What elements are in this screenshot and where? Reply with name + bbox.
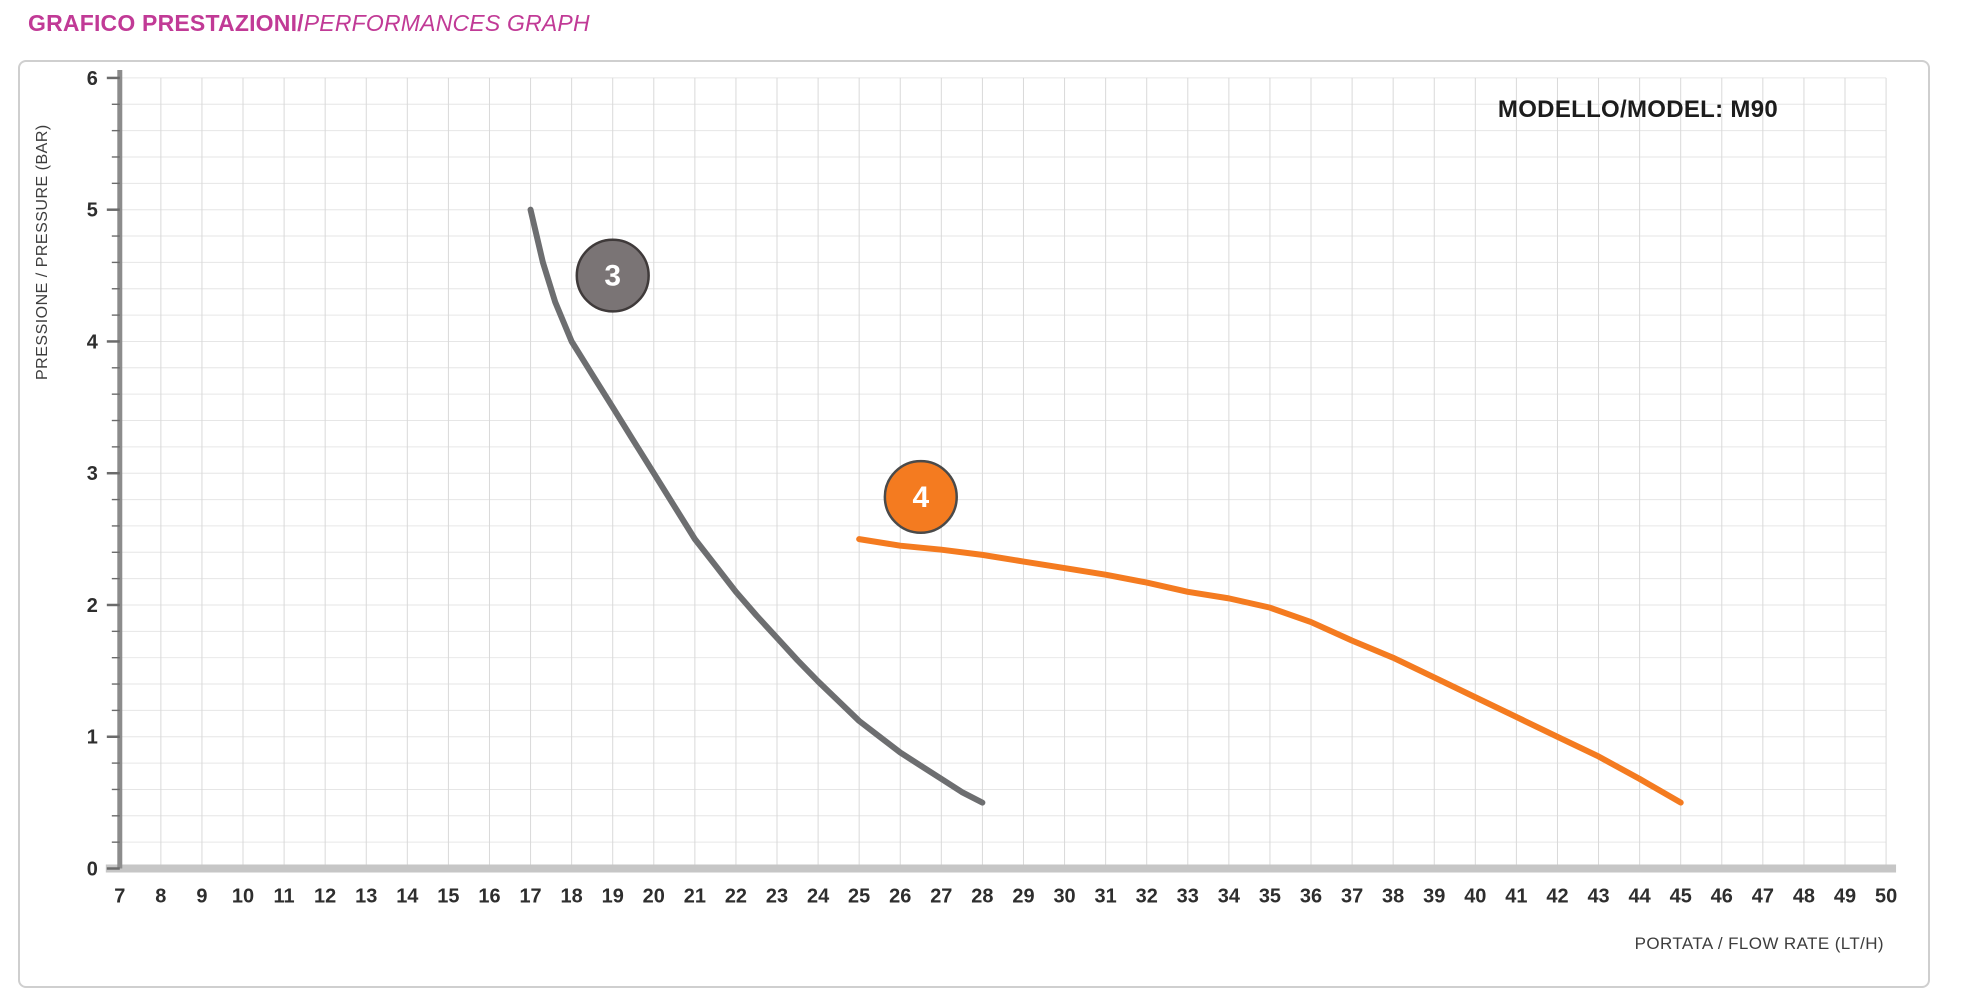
svg-text:9: 9 bbox=[196, 885, 207, 907]
svg-text:3: 3 bbox=[604, 260, 621, 293]
svg-text:16: 16 bbox=[478, 885, 500, 907]
x-axis-label: PORTATA / FLOW RATE (LT/H) bbox=[1634, 934, 1884, 953]
page-title: GRAFICO PRESTAZIONI/PERFORMANCES GRAPH bbox=[28, 10, 590, 37]
svg-text:47: 47 bbox=[1752, 885, 1774, 907]
curve-marker-3 bbox=[575, 238, 650, 313]
svg-text:26: 26 bbox=[889, 885, 911, 907]
svg-text:2: 2 bbox=[87, 595, 98, 617]
svg-text:12: 12 bbox=[314, 885, 336, 907]
svg-text:17: 17 bbox=[519, 885, 541, 907]
page-title-italian: GRAFICO PRESTAZIONI/ bbox=[28, 10, 304, 36]
svg-text:7: 7 bbox=[114, 885, 125, 907]
svg-text:6: 6 bbox=[87, 68, 98, 90]
svg-text:1: 1 bbox=[87, 727, 98, 749]
performance-chart-panel: 0 1 2 3 4 5 6 7 8 9 10 11 12 13 14 15 16 17 18 19 20 21 22 23 24… bbox=[18, 60, 1930, 988]
svg-text:18: 18 bbox=[561, 885, 583, 907]
svg-text:19: 19 bbox=[602, 885, 624, 907]
series-4 bbox=[856, 536, 1684, 806]
svg-text:28: 28 bbox=[971, 885, 993, 907]
svg-text:45: 45 bbox=[1670, 885, 1692, 907]
svg-text:27: 27 bbox=[930, 885, 952, 907]
svg-text:23: 23 bbox=[766, 885, 788, 907]
page-title-english: PERFORMANCES GRAPH bbox=[303, 10, 590, 36]
y-axis-label: PRESSIONE / PRESSURE (BAR) bbox=[34, 124, 51, 380]
svg-text:14: 14 bbox=[396, 885, 418, 907]
svg-text:24: 24 bbox=[807, 885, 829, 907]
svg-text:44: 44 bbox=[1629, 885, 1651, 907]
svg-text:31: 31 bbox=[1095, 885, 1117, 907]
svg-text:46: 46 bbox=[1711, 885, 1733, 907]
svg-text:49: 49 bbox=[1834, 885, 1856, 907]
svg-text:21: 21 bbox=[684, 885, 706, 907]
svg-text:37: 37 bbox=[1341, 885, 1363, 907]
svg-text:42: 42 bbox=[1546, 885, 1568, 907]
curve-marker-4 bbox=[883, 459, 958, 535]
svg-text:11: 11 bbox=[274, 885, 295, 907]
svg-text:34: 34 bbox=[1218, 885, 1240, 907]
series-3 bbox=[527, 206, 986, 806]
svg-text:29: 29 bbox=[1012, 885, 1034, 907]
svg-text:13: 13 bbox=[355, 885, 377, 907]
svg-text:3: 3 bbox=[87, 463, 98, 485]
svg-text:8: 8 bbox=[155, 885, 166, 907]
svg-text:30: 30 bbox=[1053, 885, 1075, 907]
svg-text:0: 0 bbox=[87, 858, 98, 880]
svg-text:10: 10 bbox=[232, 885, 254, 907]
svg-text:39: 39 bbox=[1423, 885, 1445, 907]
svg-text:48: 48 bbox=[1793, 885, 1815, 907]
svg-text:35: 35 bbox=[1259, 885, 1281, 907]
svg-text:25: 25 bbox=[848, 885, 870, 907]
svg-text:5: 5 bbox=[87, 200, 98, 222]
svg-text:20: 20 bbox=[643, 885, 665, 907]
svg-text:22: 22 bbox=[725, 885, 747, 907]
svg-text:4: 4 bbox=[912, 481, 929, 514]
svg-text:15: 15 bbox=[437, 885, 459, 907]
svg-text:40: 40 bbox=[1464, 885, 1486, 907]
svg-text:32: 32 bbox=[1136, 885, 1158, 907]
svg-text:38: 38 bbox=[1382, 885, 1404, 907]
svg-text:50: 50 bbox=[1875, 885, 1897, 907]
svg-text:41: 41 bbox=[1505, 885, 1527, 907]
svg-text:43: 43 bbox=[1587, 885, 1609, 907]
svg-text:4: 4 bbox=[87, 331, 98, 353]
svg-text:36: 36 bbox=[1300, 885, 1322, 907]
svg-text:33: 33 bbox=[1177, 885, 1199, 907]
model-label: MODELLO/MODEL: M90 bbox=[1497, 96, 1778, 123]
